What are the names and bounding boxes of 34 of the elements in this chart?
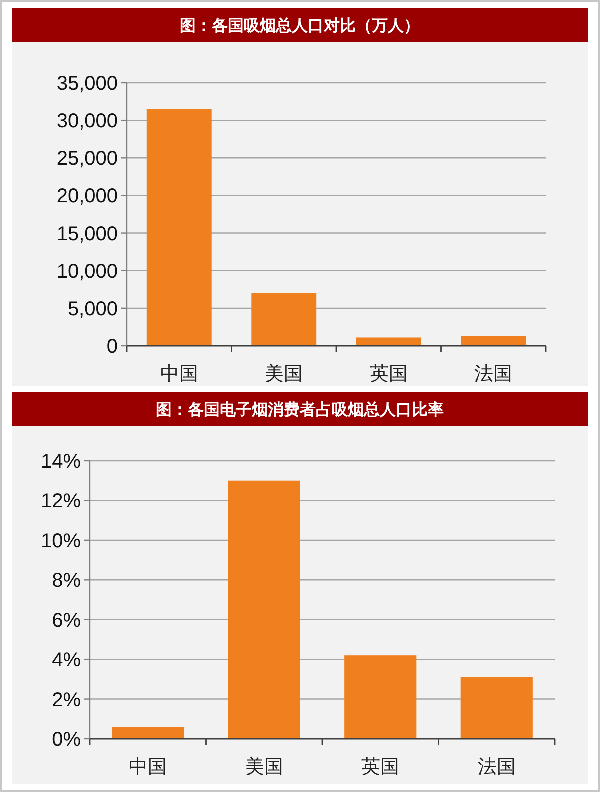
bar	[252, 293, 317, 346]
bar	[112, 727, 184, 739]
y-tick-label: 30,000	[56, 110, 118, 133]
y-tick-label: 8%	[52, 570, 82, 592]
y-tick-label: 35,000	[56, 73, 118, 95]
y-tick-label: 0%	[52, 729, 82, 751]
y-tick-label: 6%	[52, 610, 82, 632]
x-tick-label: 法国	[474, 363, 513, 385]
x-tick-label: 美国	[245, 756, 284, 778]
x-tick-label: 中国	[129, 756, 168, 778]
bar	[460, 677, 533, 739]
chart-title: 图：各国电子烟消费者占吸烟总人口比率	[156, 400, 444, 419]
x-tick-label: 英国	[362, 756, 400, 778]
x-tick-label: 英国	[370, 363, 408, 385]
x-tick-label: 美国	[265, 363, 304, 385]
y-tick-label: 5,000	[68, 298, 118, 320]
y-tick-label: 14%	[40, 451, 82, 473]
bar	[146, 109, 212, 346]
bar	[344, 656, 417, 739]
bar	[228, 480, 300, 739]
y-tick-label: 12%	[40, 490, 82, 513]
x-tick-label: 法国	[478, 756, 516, 778]
y-tick-label: 0	[106, 336, 118, 358]
y-tick-label: 2%	[52, 689, 82, 712]
y-tick-label: 4%	[52, 650, 82, 672]
bar	[461, 336, 526, 346]
y-tick-label: 20,000	[56, 186, 118, 208]
chart-title: 图：各国吸烟总人口对比（万人）	[180, 17, 420, 35]
x-tick-label: 中国	[160, 363, 198, 385]
y-tick-label: 15,000	[56, 223, 118, 246]
y-tick-label: 25,000	[56, 148, 118, 170]
bar	[356, 338, 422, 346]
y-tick-label: 10,000	[56, 260, 118, 283]
y-tick-label: 10%	[40, 530, 82, 552]
